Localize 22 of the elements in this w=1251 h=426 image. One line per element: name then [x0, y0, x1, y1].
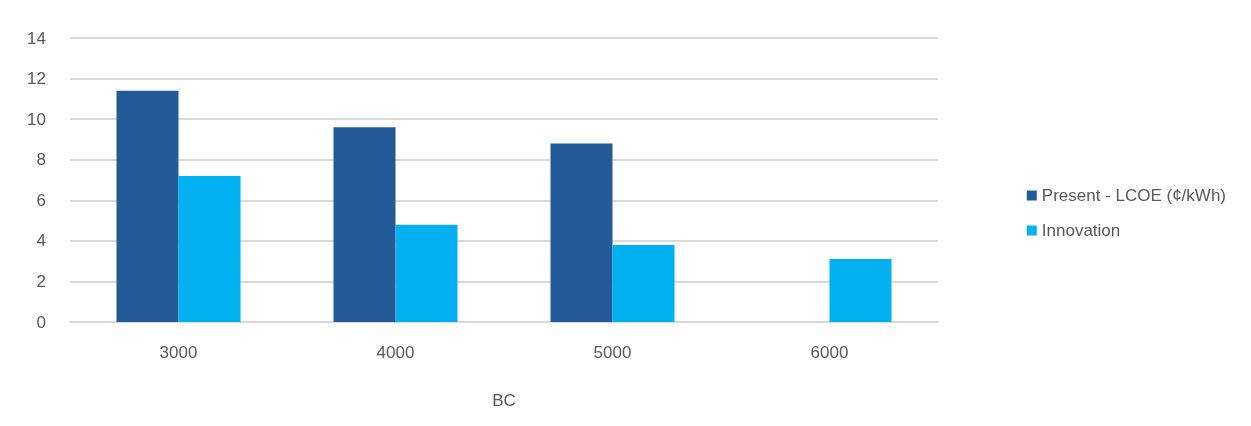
- x-tick-label: 4000: [376, 343, 415, 362]
- y-tick-label: 4: [36, 231, 46, 251]
- y-tick-label: 2: [36, 271, 46, 291]
- y-tick-label: 14: [27, 28, 46, 48]
- bar: [116, 90, 179, 322]
- x-tick-label: 5000: [593, 343, 632, 362]
- y-tick-label: 8: [36, 150, 46, 170]
- legend-label: Innovation: [1041, 221, 1121, 240]
- bar: [395, 224, 458, 322]
- bar: [612, 244, 675, 322]
- y-tick-label: 0: [36, 312, 46, 332]
- y-tick-label: 12: [27, 69, 46, 89]
- y-tick-label: 6: [36, 190, 46, 210]
- bar: [550, 143, 613, 322]
- bar: [178, 175, 241, 322]
- x-tick-label: 3000: [159, 343, 198, 362]
- x-axis-title: BC: [492, 391, 516, 410]
- legend-label: Present - LCOE (¢/kWh): [1041, 186, 1227, 205]
- bar: [829, 259, 892, 322]
- x-tick-label: 6000: [810, 343, 849, 362]
- y-tick-label: 10: [27, 109, 46, 129]
- bar: [333, 127, 396, 322]
